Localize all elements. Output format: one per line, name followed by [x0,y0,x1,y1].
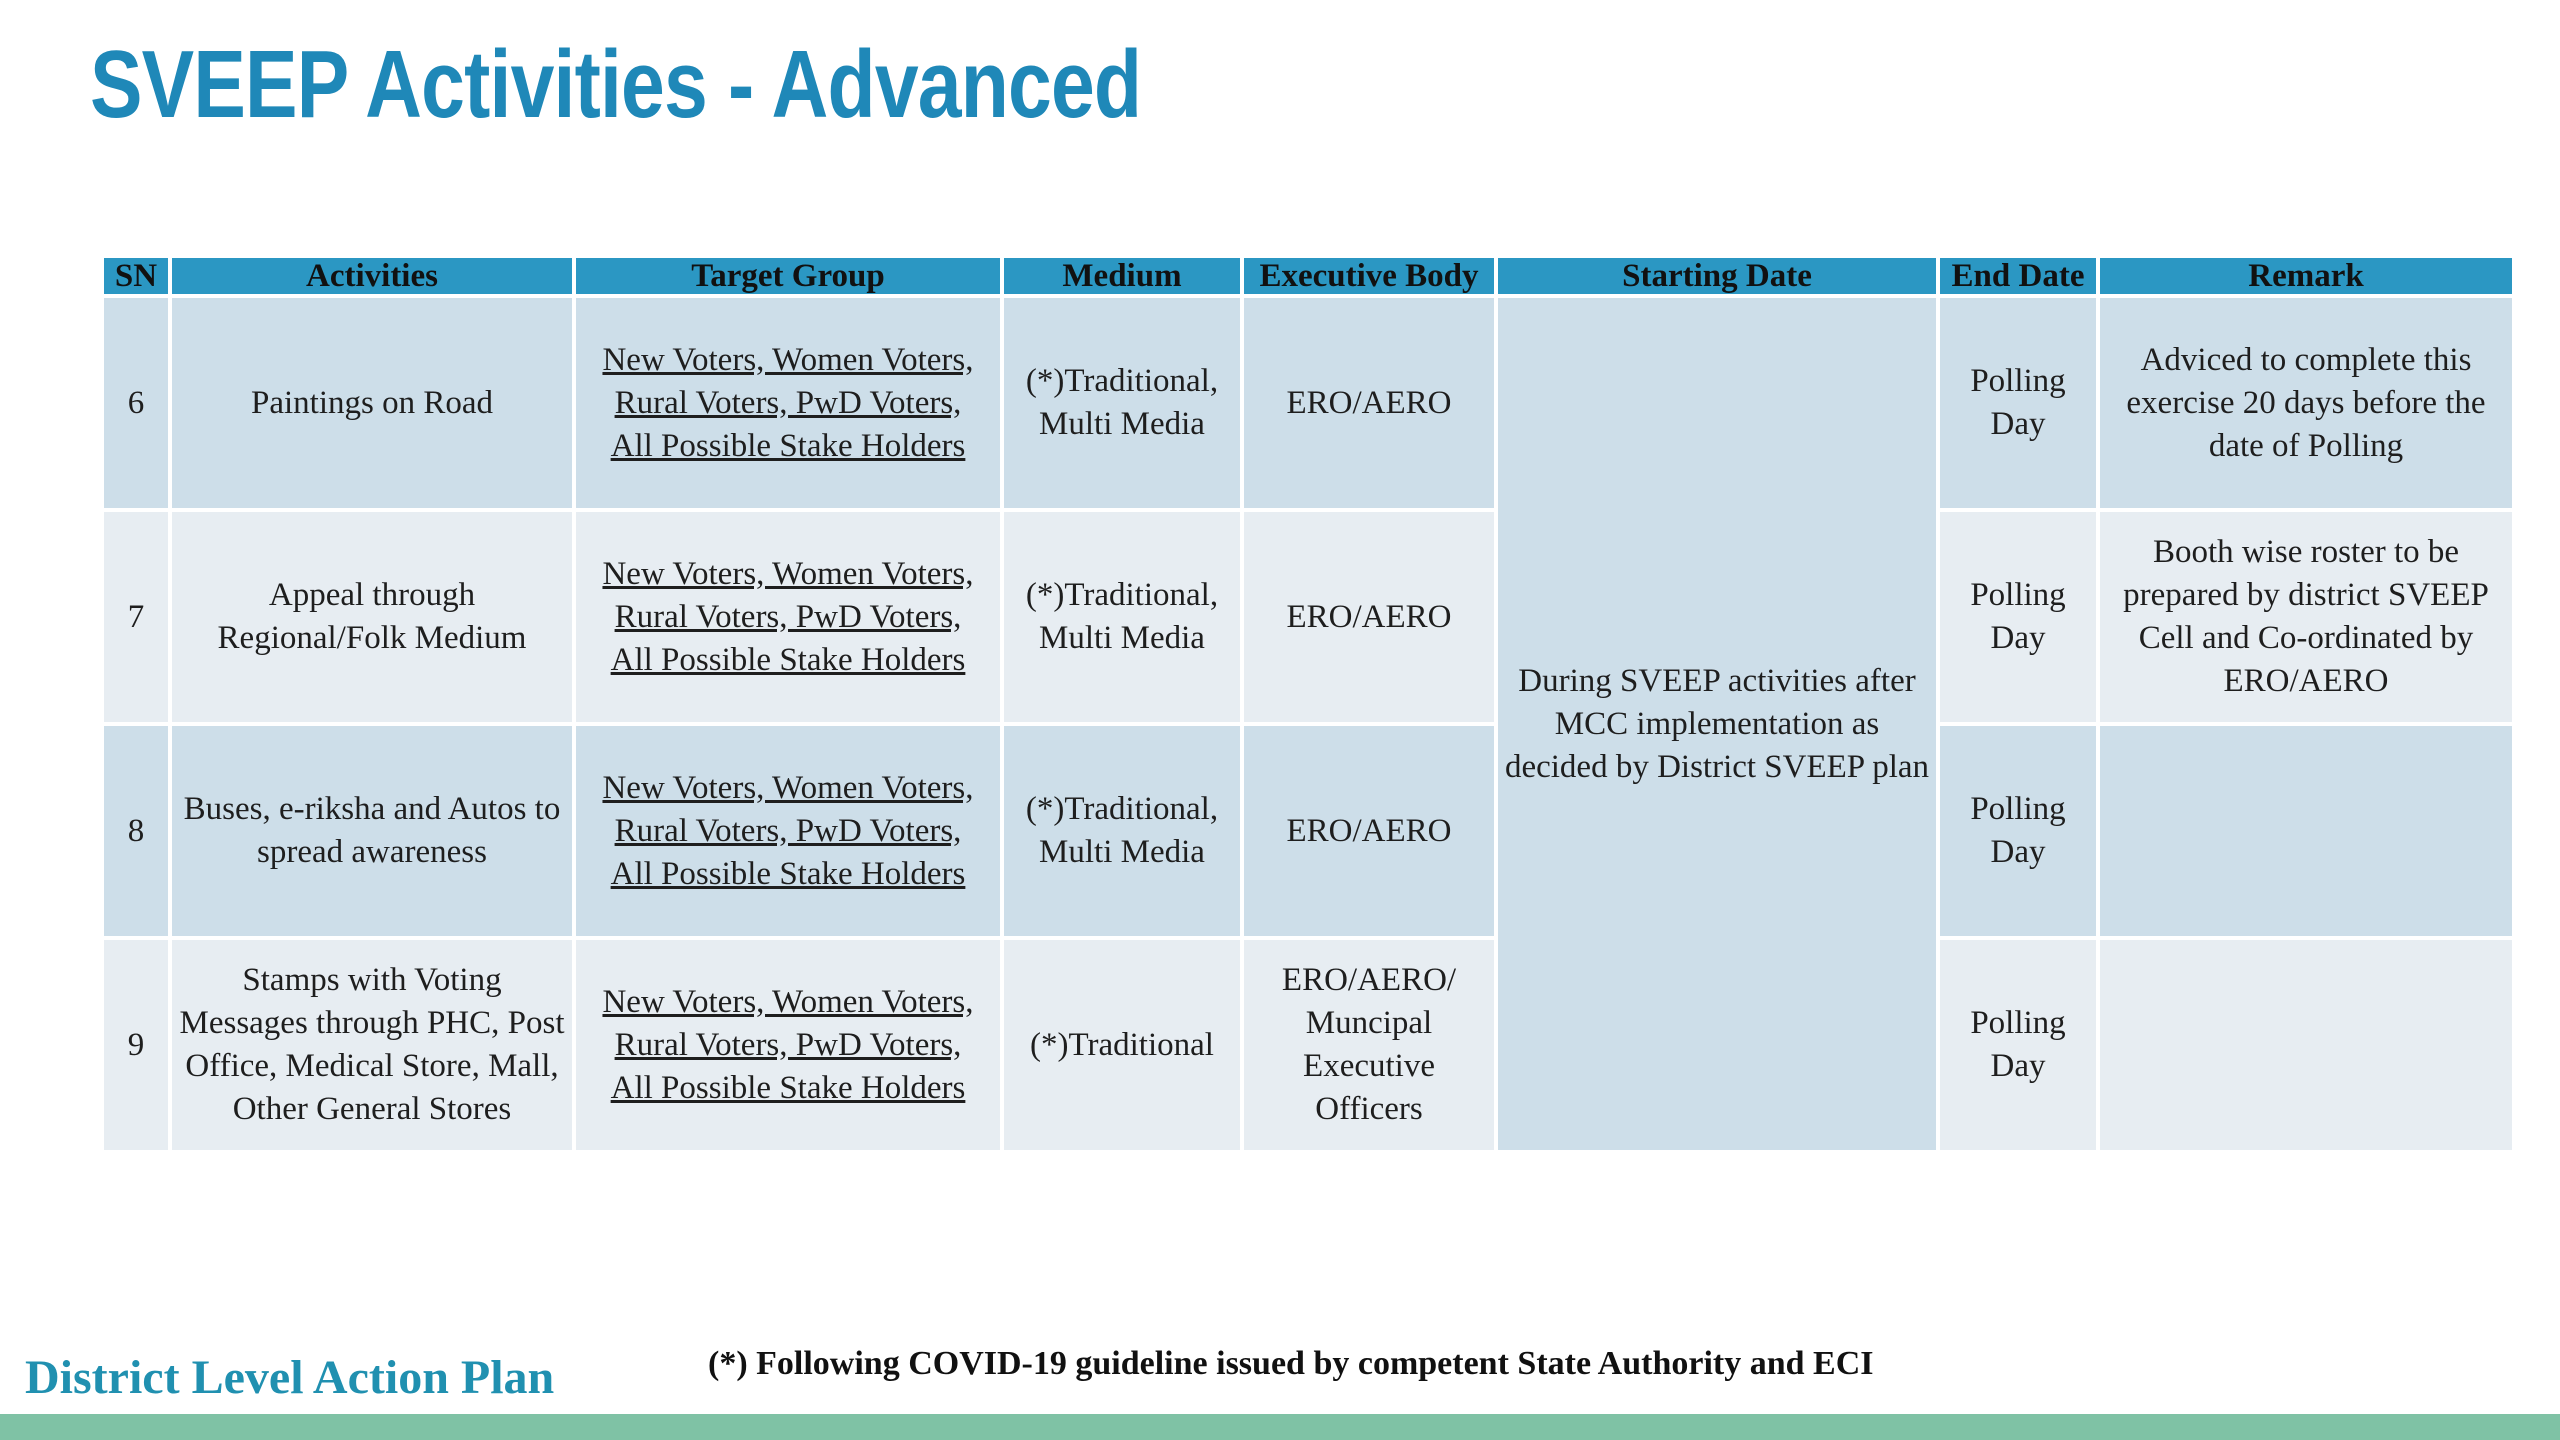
target-line: Rural Voters, PwD Voters, [614,1026,962,1063]
row-remark: Adviced to complete this exercise 20 day… [2100,298,2512,508]
table-row: 8 Buses, e-riksha and Autos to spread aw… [104,726,2512,936]
row-sn: 6 [104,298,168,508]
target-line: New Voters, Women Voters, [602,983,974,1020]
target-line: All Possible Stake Holders [610,427,966,464]
row-executive-body: ERO/AERO [1244,298,1494,508]
row-executive-body: ERO/AERO [1244,512,1494,722]
row-remark [2100,726,2512,936]
target-line: New Voters, Women Voters, [602,341,974,378]
row-remark [2100,940,2512,1150]
target-line: All Possible Stake Holders [610,855,966,892]
row-remark: Booth wise roster to be prepared by dist… [2100,512,2512,722]
target-line: All Possible Stake Holders [610,1069,966,1106]
header-target-group: Target Group [576,258,1000,294]
target-line: New Voters, Women Voters, [602,769,974,806]
row-activity: Paintings on Road [172,298,572,508]
header-activities: Activities [172,258,572,294]
header-medium: Medium [1004,258,1240,294]
row-activity: Stamps with Voting Messages through PHC,… [172,940,572,1150]
row-executive-body: ERO/AERO/ Muncipal Executive Officers [1244,940,1494,1150]
row-sn: 8 [104,726,168,936]
row-medium: (*)Traditional [1004,940,1240,1150]
table-row: 7 Appeal through Regional/Folk Medium Ne… [104,512,2512,722]
row-end-date: Polling Day [1940,726,2096,936]
row-activity: Appeal through Regional/Folk Medium [172,512,572,722]
footer-plan-label: District Level Action Plan [25,1351,555,1404]
sveep-activities-table: SN Activities Target Group Medium Execut… [100,254,2516,1154]
footer-covid-note: (*) Following COVID-19 guideline issued … [708,1345,1874,1382]
header-starting-date: Starting Date [1498,258,1936,294]
header-remark: Remark [2100,258,2512,294]
bottom-accent-bar [0,1414,2560,1440]
row-target-group: New Voters, Women Voters, Rural Voters, … [576,298,1000,508]
target-line: All Possible Stake Holders [610,641,966,678]
row-target-group: New Voters, Women Voters, Rural Voters, … [576,726,1000,936]
row-end-date: Polling Day [1940,298,2096,508]
table-row: 9 Stamps with Voting Messages through PH… [104,940,2512,1150]
row-target-group: New Voters, Women Voters, Rural Voters, … [576,512,1000,722]
row-medium: (*)Traditional, Multi Media [1004,512,1240,722]
header-end-date: End Date [1940,258,2096,294]
header-sn: SN [104,258,168,294]
row-medium: (*)Traditional, Multi Media [1004,726,1240,936]
row-medium: (*)Traditional, Multi Media [1004,298,1240,508]
target-line: New Voters, Women Voters, [602,555,974,592]
header-executive-body: Executive Body [1244,258,1494,294]
table-row: 6 Paintings on Road New Voters, Women Vo… [104,298,2512,1150]
row-sn: 9 [104,940,168,1150]
target-line: Rural Voters, PwD Voters, [614,812,962,849]
slide-title: SVEEP Activities - Advanced [90,31,1142,138]
row-executive-body: ERO/AERO [1244,726,1494,936]
target-line: Rural Voters, PwD Voters, [614,598,962,635]
starting-date-cell: During SVEEP activities after MCC implem… [1498,298,1936,1150]
row-end-date: Polling Day [1940,940,2096,1150]
row-end-date: Polling Day [1940,512,2096,722]
row-sn: 7 [104,512,168,722]
target-line: Rural Voters, PwD Voters, [614,384,962,421]
table-header-row: SN Activities Target Group Medium Execut… [104,258,2512,294]
row-target-group: New Voters, Women Voters, Rural Voters, … [576,940,1000,1150]
row-activity: Buses, e-riksha and Autos to spread awar… [172,726,572,936]
